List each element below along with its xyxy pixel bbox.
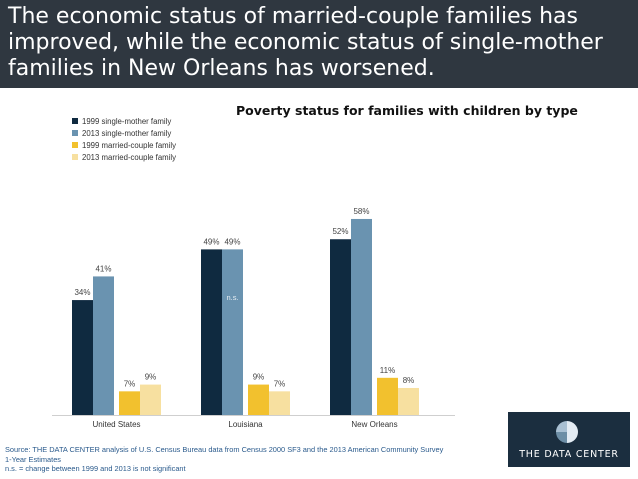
bar-united-states-2013-single-mother-family <box>93 276 114 415</box>
legend-swatch-1999-single-mother-family <box>72 118 78 124</box>
bar-louisiana-1999-married-couple-family <box>248 384 269 415</box>
legend-swatch-2013-single-mother-family <box>72 130 78 136</box>
legend-swatch-2013-married-couple-family <box>72 154 78 160</box>
data-label-new-orleans-2013-single-mother-family: 58% <box>353 207 369 216</box>
data-label-united-states-2013-married-couple-family: 9% <box>145 373 157 382</box>
data-label-louisiana-2013-single-mother-family: 49% <box>224 237 240 246</box>
data-label-united-states-1999-married-couple-family: 7% <box>124 379 136 388</box>
data-label-new-orleans-2013-married-couple-family: 8% <box>403 376 415 385</box>
bar-louisiana-2013-single-mother-family <box>222 249 243 415</box>
bar-chart: 34% 49% 52% 41% 49% 58% 7% 9% 11% 9% 7% 8% n.s. Unite… <box>52 117 455 429</box>
bar-new-orleans-1999-single-mother-family <box>330 239 351 415</box>
legend-label-1999-single-mother-family: 1999 single-mother family <box>82 117 171 126</box>
data-label-united-states-2013-single-mother-family: 41% <box>95 264 111 273</box>
data-label-louisiana-2013-married-couple-family: 7% <box>274 379 286 388</box>
annotation-ns: n.s. <box>226 293 238 302</box>
source-line-1: Source: THE DATA CENTER analysis of U.S.… <box>5 445 444 454</box>
logo-text: THE DATA CENTER <box>519 449 619 460</box>
source-note: Source: THE DATA CENTER analysis of U.S.… <box>5 445 500 474</box>
bar-united-states-1999-single-mother-family <box>72 300 93 415</box>
header-line-2: improved, while the economic status of s… <box>8 30 603 55</box>
category-label-united-states: United States <box>92 420 140 429</box>
bar-new-orleans-1999-married-couple-family <box>377 377 398 415</box>
bar-new-orleans-2013-single-mother-family <box>351 218 372 415</box>
bar-louisiana-1999-single-mother-family <box>201 249 222 415</box>
legend-label-1999-married-couple-family: 1999 married-couple family <box>82 141 176 150</box>
significance-note: n.s. = change between 1999 and 2013 is n… <box>5 464 186 474</box>
bar-new-orleans-2013-married-couple-family <box>398 387 419 415</box>
data-label-new-orleans-1999-single-mother-family: 52% <box>332 227 348 236</box>
data-label-new-orleans-1999-married-couple-family: 11% <box>380 366 395 375</box>
category-label-louisiana: Louisiana <box>228 420 263 429</box>
data-label-louisiana-1999-married-couple-family: 9% <box>253 373 265 382</box>
bar-louisiana-2013-married-couple-family <box>269 391 290 415</box>
pie-logo-icon <box>556 421 578 443</box>
chart-title: Poverty status for families with childre… <box>236 103 578 118</box>
legend-label-2013-single-mother-family: 2013 single-mother family <box>82 129 171 138</box>
data-label-louisiana-1999-single-mother-family: 49% <box>203 237 219 246</box>
slide-header: The economic status of married-couple fa… <box>0 0 638 88</box>
header-line-3: families in New Orleans has worsened. <box>8 56 435 81</box>
data-label-united-states-1999-single-mother-family: 34% <box>74 288 90 297</box>
legend-label-2013-married-couple-family: 2013 married-couple family <box>82 153 176 162</box>
bar-united-states-1999-married-couple-family <box>119 391 140 415</box>
bar-united-states-2013-married-couple-family <box>140 384 161 415</box>
source-line-2: 1-Year Estimates <box>5 454 62 464</box>
data-center-logo: THE DATA CENTER <box>508 412 630 467</box>
category-label-new-orleans: New Orleans <box>351 420 397 429</box>
header-line-1: The economic status of married-couple fa… <box>8 4 578 29</box>
legend-swatch-1999-married-couple-family <box>72 142 78 148</box>
